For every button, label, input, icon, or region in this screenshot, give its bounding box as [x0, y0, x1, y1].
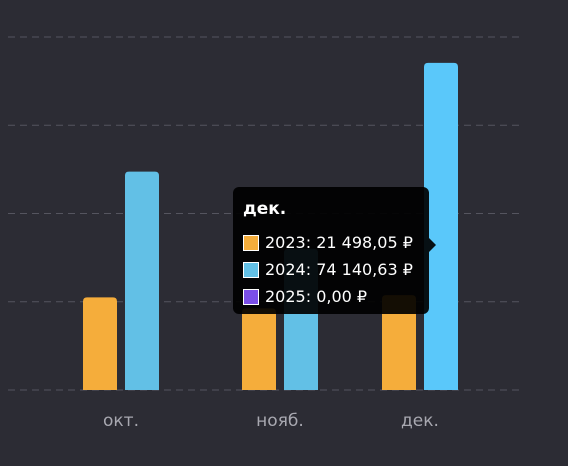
tooltip-row-2025: 2025: 0,00 ₽ [243, 283, 419, 310]
tooltip-label-2025: 2025: 0,00 ₽ [265, 287, 368, 306]
tooltip-arrow [429, 238, 436, 252]
x-tick-label-0: окт. [103, 411, 139, 431]
x-tick-label-1: нояб. [256, 411, 304, 431]
tooltip-title: дек. [243, 199, 287, 219]
tooltip-row-2023: 2023: 21 498,05 ₽ [243, 229, 419, 256]
tooltip: дек. 2023: 21 498,05 ₽ 2024: 74 140,63 ₽… [233, 187, 436, 314]
tooltip-swatch-2023 [243, 234, 259, 251]
x-tick-label-2: дек. [401, 411, 439, 431]
tooltip-swatch-2025 [243, 288, 259, 305]
bar-2024-0[interactable] [125, 171, 159, 390]
bar-2023-1[interactable] [242, 308, 276, 390]
bar-2024-2[interactable] [424, 62, 458, 391]
bar-2023-2[interactable] [382, 295, 416, 390]
bar-2023-0[interactable] [83, 297, 117, 390]
tooltip-swatch-2024 [243, 261, 259, 278]
tooltip-label-2024: 2024: 74 140,63 ₽ [265, 260, 413, 279]
tooltip-label-2023: 2023: 21 498,05 ₽ [265, 233, 413, 252]
tooltip-row-2024: 2024: 74 140,63 ₽ [243, 256, 419, 283]
